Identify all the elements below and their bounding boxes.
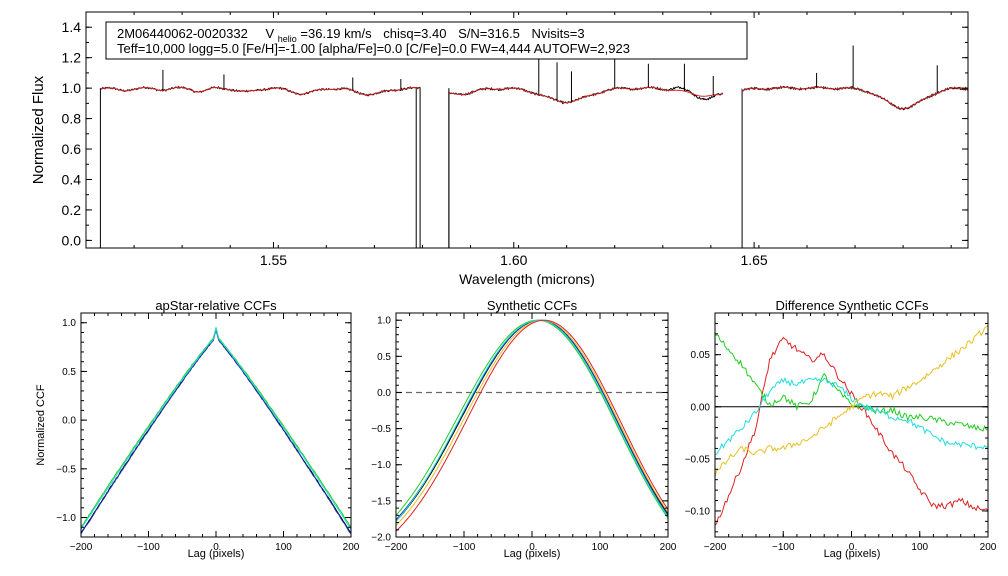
synthetic-ccf-ytick-label: 0.5	[377, 352, 391, 363]
difference-ccf-line-yellow	[715, 325, 988, 478]
apstar-ccf-ytick-label: −1.0	[56, 513, 76, 524]
difference-ccf-xtick-label: 0	[849, 542, 855, 553]
spectrum-plot-frame	[85, 11, 969, 249]
synthetic-ccf-line-red	[396, 319, 668, 532]
apstar-ccf-line-cyan	[81, 326, 351, 530]
spectrum-info-line-1: 2M06440062-0020332 V helio =36.19 km/s c…	[117, 26, 585, 45]
apstar-ccf-xtick-label: −100	[137, 542, 160, 553]
spectrum-ytick-label: 1.4	[62, 19, 82, 35]
spectrum-xtick-label: 1.60	[500, 252, 527, 268]
apstar-ccf-ytick-label: 0.0	[62, 416, 76, 427]
spectrum-panel: 1.55 1.60 1.65 0.0 0.2 0.4 0.6 0.8 1.0 1.2 1.4 Wav…	[30, 11, 969, 287]
vhelio-label: V	[265, 26, 274, 41]
difference-ccf-xtick-label: −200	[704, 542, 727, 553]
difference-ccf-xtick-label: −100	[772, 542, 795, 553]
snr-value: S/N=316.5	[458, 26, 520, 41]
synthetic-ccf-xtick-label: 100	[592, 542, 609, 553]
difference-ccf-ytick-label: 0.05	[691, 350, 711, 361]
spectrum-xlabel: Wavelength (microns)	[459, 271, 595, 287]
spectrum-ytick-label: 0.4	[62, 171, 82, 187]
vhelio-value: =36.19 km/s	[300, 26, 372, 41]
spectrum-axes: 1.55 1.60 1.65 0.0 0.2 0.4 0.6 0.8 1.0 1.2 1.4	[62, 11, 968, 268]
apstar-ccf-ytick-label: 1.0	[62, 318, 76, 329]
difference-ccf-title: Difference Synthetic CCFs	[776, 298, 929, 313]
model-spectrum-chip-1	[100, 86, 421, 96]
difference-ccf-panel: Difference Synthetic CCFs −200 −100 0 100 20…	[685, 298, 997, 560]
difference-ccf-line-red	[715, 336, 988, 526]
spectrum-xtick-label: 1.55	[260, 252, 287, 268]
apstar-ccf-xtick-label: −200	[70, 542, 93, 553]
synthetic-ccf-title: Synthetic CCFs	[487, 298, 578, 313]
difference-ccf-ytick-label: −0.10	[685, 506, 711, 517]
synthetic-ccf-xtick-label: 0	[529, 542, 535, 553]
synthetic-ccf-line-cyan	[396, 319, 668, 522]
synthetic-ccf-ytick-label: −2.0	[371, 533, 391, 544]
chisq-value: chisq=3.40	[383, 26, 446, 41]
synthetic-ccf-xtick-label: −100	[453, 542, 476, 553]
spectrum-ytick-label: 0.0	[62, 232, 82, 248]
spectrum-ytick-label: 1.2	[62, 50, 82, 66]
difference-ccf-xlabel: Lag (pixels)	[824, 548, 881, 560]
stellar-params-line: Teff=10,000 logg=5.0 [Fe/H]=-1.00 [alpha…	[117, 41, 630, 56]
synthetic-ccf-data-layer	[396, 319, 668, 532]
difference-ccf-ytick-label: −0.05	[685, 454, 711, 465]
difference-ccf-axes: −200 −100 0 100 200 −0.10 −0.05 0.00 0.05	[685, 312, 997, 553]
apstar-ccf-panel: apStar-relative CCFs −200 −100 0 100 200 −1.0…	[35, 298, 360, 560]
difference-ccf-data-layer	[715, 325, 988, 526]
spectrum-ytick-label: 0.8	[62, 110, 82, 126]
spectrum-data-layer	[99, 45, 968, 248]
model-spectrum-chip-3	[742, 86, 968, 110]
apstar-ccf-ylabel: Normalized CCF	[35, 384, 47, 466]
difference-ccf-ytick-label: 0.00	[691, 402, 711, 413]
apstar-ccf-ytick-label: −0.5	[56, 464, 76, 475]
vhelio-subscript: helio	[278, 34, 297, 44]
model-spectrum-chip-2	[448, 86, 723, 104]
spectrum-info-box	[105, 21, 748, 60]
synthetic-ccf-ytick-label: −0.5	[371, 424, 391, 435]
apstar-ccf-axes: −200 −100 0 100 200 −1.0 −0.5 0.0 0.5 1.0	[56, 312, 360, 553]
apstar-ccf-ytick-label: 0.5	[62, 367, 76, 378]
spectrum-ytick-label: 1.0	[62, 80, 82, 96]
synthetic-ccf-xtick-label: 200	[660, 542, 677, 553]
synthetic-ccf-xtick-label: −200	[385, 542, 408, 553]
synthetic-ccf-panel: Synthetic CCFs −200 −100 0 100 200 −2.0 −1.5 −1…	[371, 298, 677, 560]
apstar-ccf-xtick-label: 200	[343, 542, 360, 553]
synthetic-ccf-xlabel: Lag (pixels)	[504, 548, 561, 560]
difference-ccf-xtick-label: 200	[980, 542, 997, 553]
apstar-ccf-data-layer	[81, 326, 351, 535]
synthetic-ccf-line-yellow	[396, 319, 668, 526]
synthetic-ccf-ytick-label: −1.5	[371, 496, 391, 507]
apstar-ccf-xtick-label: 100	[275, 542, 292, 553]
nvisits-value: Nvisits=3	[532, 26, 585, 41]
apstar-ccf-title: apStar-relative CCFs	[155, 298, 277, 313]
synthetic-ccf-ytick-label: −1.0	[371, 460, 391, 471]
apstar-ccf-xlabel: Lag (pixels)	[188, 548, 245, 560]
synthetic-ccf-ytick-label: 1.0	[377, 316, 391, 327]
apstar-ccf-xtick-label: 0	[213, 542, 219, 553]
spectrum-ylabel: Normalized Flux	[30, 75, 47, 184]
spectrum-ytick-label: 0.2	[62, 202, 82, 218]
synthetic-ccf-ytick-label: 0.0	[377, 388, 391, 399]
spectrum-xtick-label: 1.65	[740, 252, 767, 268]
star-id: 2M06440062-0020332	[117, 26, 248, 41]
difference-ccf-line-cyan	[715, 376, 988, 455]
synthetic-ccf-axes: −200 −100 0 100 200 −2.0 −1.5 −1.0 −0.5 0.0 0.5 1.0	[371, 312, 677, 553]
spectrum-ytick-label: 0.6	[62, 141, 82, 157]
difference-ccf-xtick-label: 100	[911, 542, 928, 553]
